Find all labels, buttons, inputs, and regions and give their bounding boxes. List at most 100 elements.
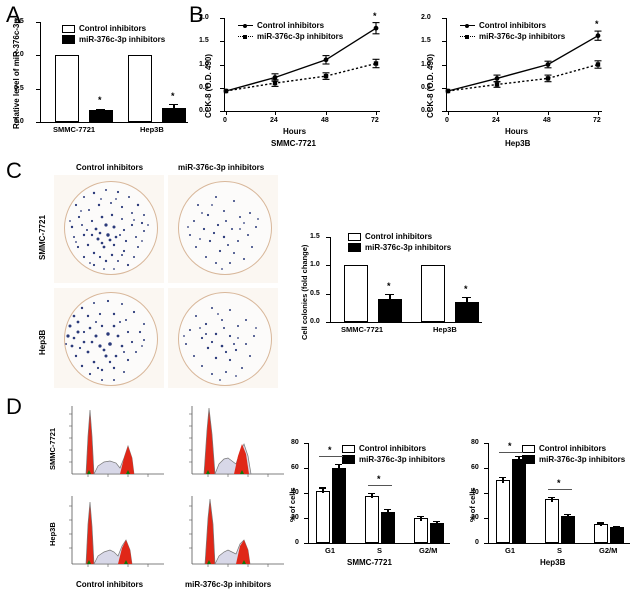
errorcap-control-g2m-d-left [417,515,424,517]
panel-d-left-yaxis [308,443,310,543]
panel-d-right-ylab-0: 0 [475,539,479,546]
legend-label-control-d-left: Control inhibitors [359,444,427,453]
colony-dots-smmc-control [69,189,149,270]
panel-b-right-xlab-0: 0 [445,117,449,124]
panel-b-right-xtick-72 [598,111,599,115]
panel-d-left-xcat-g1: G1 [325,546,336,555]
errorcap-control-g1-d-right [499,476,506,478]
legend-solid-line-icon [460,24,475,28]
panel-c-ylabel: Cell colonies (fold change) [300,244,309,340]
panel-d-right-ytick-40 [484,493,488,494]
panel-b-left-legend: Control inhibitors miR-376c-3p inhibitor… [238,21,343,43]
errorcap-control-s-d-left [368,493,375,495]
panel-d-left-ytick-80 [304,443,308,444]
panel-c-ylab-3: 1.5 [310,233,320,240]
panel-d-right-xaxis [488,543,630,545]
panel-a-ytick-0_0 [36,122,40,123]
panel-b-left-xtick-0 [226,111,227,115]
panel-b-left-xlab-1: 24 [270,117,278,124]
legend-item-control-d-right: Control inhibitors [522,444,625,453]
bar-control-hep3b-c [421,265,445,322]
panel-c-ytick-0_0 [326,322,330,323]
legend-label-mir-d-left: miR-376c-3p inhibitors [359,455,446,464]
panel-a-ytick-1_0 [36,55,40,57]
significance-star-g1-d-right: * [508,441,512,451]
legend-square-marker-icon [243,35,247,39]
plate-dish [64,181,158,275]
panel-d-right-legend: Control inhibitors miR-376c-3p inhibitor… [522,444,625,466]
panel-b-right-ytick-1_5 [442,41,446,43]
panel-d-right-xcat-s: S [557,546,563,555]
errorbar-control-s-d-right [551,497,553,502]
significance-star-s-d-right: * [557,478,561,488]
bar-control-s-d-left [365,495,379,543]
panel-b-left-ylab-3: 1.5 [199,37,209,45]
panel-b-left-ytick-1_0 [220,64,224,66]
errorcap-mir-g2m-d-right [613,525,620,527]
panel-d-left-ylab-3: 60 [291,464,299,471]
legend-circle-marker-icon [243,24,247,28]
panel-b-right-ylab-2: 1.0 [421,60,431,68]
sigline-g1-d-left [319,456,343,458]
panel-b-left-xlab-2: 48 [321,117,329,124]
panel-b-left-sublabel: SMMC-7721 [271,139,316,148]
legend-label-control-c: Control inhibitors [365,232,433,241]
panel-b-left-ylab-0: 0.0 [199,107,209,114]
panel-b-right-ylab-1: 0.5 [421,83,431,91]
errorcap-mir-s-d-right [564,513,571,515]
bar-mir-g1-d-right [512,459,526,543]
errorbar-mir-hep3b [173,103,175,110]
legend-circle-marker-icon [465,24,469,28]
legend-solid-line-icon [238,24,253,28]
panel-b-left-ylab-4: 2.0 [199,14,209,21]
panel-a-xcat-smmc: SMMC-7721 [53,125,96,134]
legend-item-control-d-left: Control inhibitors [342,444,445,453]
panel-letter-d: D [6,394,22,419]
panel-b-left-ylab-1: 0.5 [199,83,209,91]
bar-control-hep3b [128,55,152,122]
panel-b-left-xtick-48 [326,111,327,115]
panel-d-rowlabel-smmc: SMMC-7721 [48,427,57,470]
panel-c-yaxis [330,237,332,322]
panel-c-xcat-hep3b: Hep3B [433,325,457,334]
significance-star-hep3b-c: * [464,284,468,294]
panel-d-collabel-control: Control inhibitors [76,580,144,589]
bar-mir-hep3b [162,108,186,122]
panel-c-rowhead-hep3b: Hep3B [38,329,47,355]
errorbar-control-s-d-left [371,493,373,498]
flow-plot-smmc-control [58,400,168,488]
panel-a-yticklabel-2: 1.0 [14,51,24,58]
bar-control-g2m-d-left [414,518,428,543]
panel-b-left-ytick-1_5 [220,41,224,43]
panel-c-ylab-0: 0.0 [310,318,320,325]
bar-control-s-d-right [545,499,559,543]
significance-star-smmc-c: * [387,281,391,291]
panel-c-ytick-0_5 [326,293,330,295]
bar-control-g2m-d-right [594,524,608,543]
panel-a-yticklabel-3: 1.5 [14,18,24,25]
panel-a-xaxis [40,122,188,124]
errorbar-mir-g1-d-right [518,455,520,463]
flow-plot-hep3b-control [58,490,168,578]
flow-plot-hep3b-mir [178,490,288,578]
colony-dots-hep3b-mir [183,307,257,381]
plate-image-smmc-control [54,175,164,283]
panel-d-left-ylab-0: 0 [295,539,299,546]
plate-image-hep3b-control [54,288,164,388]
panel-c-ytick-1_0 [326,265,330,267]
panel-d-right-ylab-2: 40 [471,489,479,496]
panel-c-legend: Control inhibitors miR-376c-3p inhibitor… [348,232,451,254]
plate-image-hep3b-mir [168,288,278,388]
panel-b-right-ytick-1_0 [442,64,446,66]
bar-mir-smmc-c [378,298,402,322]
significance-star-hep3b-a: * [171,91,175,101]
panel-d-right-yaxis [488,443,490,543]
colony-dots-hep3b-control [65,299,145,381]
errorbar-control-g2m-d-right [600,522,602,527]
legend-label-mir: miR-376c-3p inhibitors [79,35,166,44]
plate-image-smmc-mir [168,175,278,283]
panel-b-left-xlab-3: 72 [371,117,379,124]
panel-b-right-ylab-0: 0.0 [421,107,431,114]
bar-control-g1-d-left [316,490,330,543]
panel-b-right-ytick-0_0 [442,111,446,112]
